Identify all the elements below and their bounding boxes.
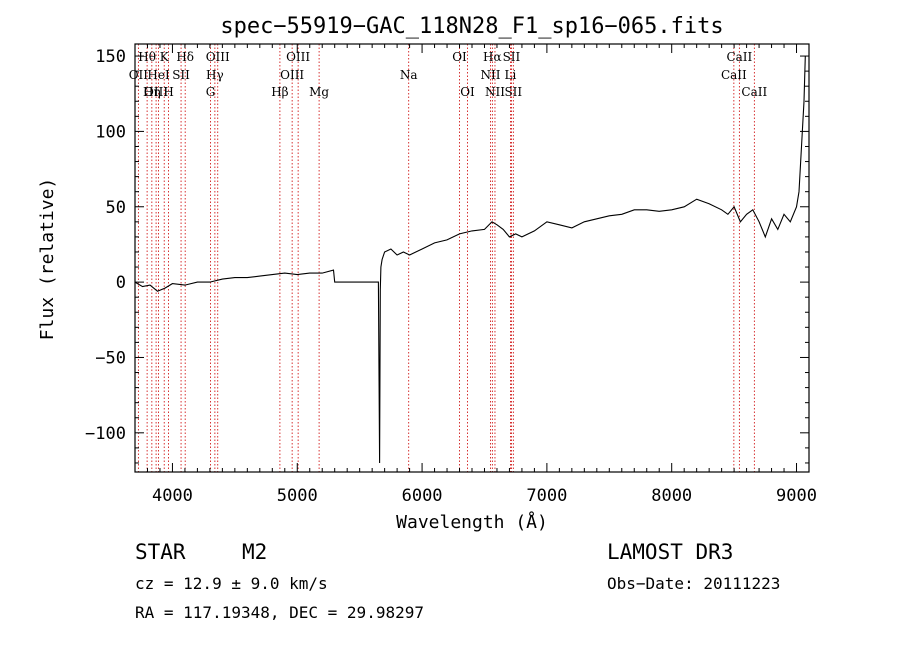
x-tick-label: 5000 <box>277 486 318 506</box>
y-tick-label: 100 <box>95 122 126 142</box>
survey-name: LAMOST DR3 <box>607 540 734 564</box>
x-axis-label: Wavelength (Å) <box>396 511 548 533</box>
emission-line-label: Hβ <box>271 85 288 99</box>
chart-title: spec−55919−GAC_118N28_F1_sp16−065.fits <box>220 14 723 39</box>
emission-line-label: OI <box>452 50 467 64</box>
y-tick-label: −50 <box>95 348 126 368</box>
emission-line-label: OII <box>129 68 149 82</box>
emission-line-label: Hδ <box>176 50 194 64</box>
emission-line-label: K <box>160 50 170 64</box>
emission-line-label: CaII <box>741 85 767 99</box>
emission-line-label: OI <box>460 85 475 99</box>
x-tick-label: 4000 <box>152 486 193 506</box>
y-axis-label: Flux (relative) <box>37 178 58 341</box>
x-tick-label: 6000 <box>402 486 443 506</box>
y-tick-label: 150 <box>95 47 126 67</box>
coordinates: RA = 117.19348, DEC = 29.98297 <box>135 603 424 622</box>
y-tick-label: −100 <box>85 424 126 444</box>
emission-line-label: Mg <box>309 85 329 99</box>
emission-line-label: H <box>163 85 173 99</box>
emission-line-label: OIII <box>206 50 230 64</box>
y-axis-ticks: −100 −50 0 50 100 150 <box>85 47 809 464</box>
emission-line-label: Hθ <box>138 50 156 64</box>
emission-line-label: CaII <box>721 68 747 82</box>
emission-line-label: OIII <box>286 50 310 64</box>
emission-line-label: HeI <box>147 68 170 82</box>
x-tick-label: 7000 <box>526 486 567 506</box>
observation-date: Obs−Date: 20111223 <box>607 574 781 593</box>
emission-line-label: SII <box>503 50 521 64</box>
plot-frame <box>134 43 810 473</box>
redshift-value: cz = 12.9 ± 9.0 km/s <box>135 574 328 593</box>
emission-line-label: Na <box>400 68 418 82</box>
emission-line-label: SII <box>504 85 522 99</box>
x-axis-ticks: 4000 5000 6000 7000 8000 9000 <box>134 44 817 506</box>
emission-line-label: Li <box>505 68 517 82</box>
emission-line-label: OIII <box>280 68 304 82</box>
emission-line-markers <box>137 44 755 472</box>
object-class: STAR <box>135 540 186 564</box>
y-tick-label: 0 <box>116 273 126 293</box>
emission-line-label: CaII <box>726 50 752 64</box>
emission-line-label: Hα <box>483 50 502 64</box>
emission-line-label: SII <box>172 68 190 82</box>
emission-line-label: Hη <box>143 85 161 99</box>
emission-line-label: OIII <box>144 85 168 99</box>
emission-line-labels: Hθ OII OIII K HeI Hη SII H Hδ OIII Hγ G OIII OIII Hβ Mg… <box>129 50 768 99</box>
x-tick-label: 8000 <box>651 486 692 506</box>
spectrum-line <box>134 56 806 464</box>
emission-line-label: NII <box>480 68 500 82</box>
object-subclass: M2 <box>242 540 268 564</box>
y-tick-label: 50 <box>106 198 126 218</box>
x-tick-label: 9000 <box>776 486 817 506</box>
emission-line-label: G <box>206 85 216 99</box>
emission-line-label: NII <box>485 85 505 99</box>
emission-line-label: Hγ <box>206 68 224 82</box>
